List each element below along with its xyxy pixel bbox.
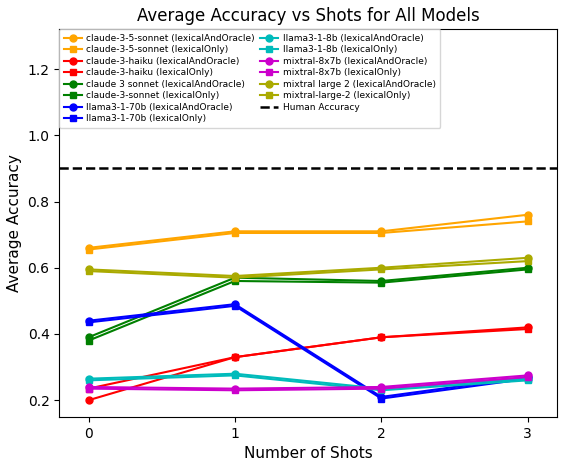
X-axis label: Number of Shots: Number of Shots [244,446,372,461]
claude-3-5-sonnet (lexicalOnly) [232,230,239,236]
claude-3-sonnet (lexicalOnly) [232,278,239,284]
mixtral-8x7b (lexicalOnly) [232,388,239,393]
Human Accuracy [232,166,239,171]
Line: claude-3-haiku (lexicalOnly): claude-3-haiku (lexicalOnly) [85,326,531,392]
mixtral-large-2 (lexicalOnly) [378,267,385,272]
mixtral-8x7b (lexicalOnly) [378,386,385,391]
llama3-1-8b (lexicalOnly) [378,388,385,393]
Line: llama3-1-70b (lexicalOnly): llama3-1-70b (lexicalOnly) [85,302,531,402]
llama3-1-70b (lexicalAndOracle) [232,301,239,307]
Human Accuracy [85,166,92,171]
Line: claude-3-sonnet (lexicalOnly): claude-3-sonnet (lexicalOnly) [85,266,531,344]
claude 3 sonnet (lexicalAndOracle) [232,275,239,280]
llama3-1-70b (lexicalOnly) [85,320,92,325]
claude-3-sonnet (lexicalOnly) [525,267,531,272]
Line: llama3-1-8b (lexicalAndOracle): llama3-1-8b (lexicalAndOracle) [85,370,531,392]
llama3-1-8b (lexicalAndOracle) [378,386,385,391]
Line: claude 3 sonnet (lexicalAndOracle): claude 3 sonnet (lexicalAndOracle) [85,264,531,341]
claude 3 sonnet (lexicalAndOracle) [85,335,92,340]
mixtral-large-2 (lexicalOnly) [525,258,531,264]
mixtral-large-2 (lexicalOnly) [85,268,92,274]
claude-3-haiku (lexicalOnly) [232,354,239,360]
claude-3-5-sonnet (lexicalAndOracle) [378,228,385,234]
llama3-1-70b (lexicalOnly) [525,376,531,381]
mixtral large 2 (lexicalAndOracle) [378,265,385,271]
claude-3-5-sonnet (lexicalOnly) [378,230,385,236]
Y-axis label: Average Accuracy: Average Accuracy [7,154,22,292]
Line: mixtral-large-2 (lexicalOnly): mixtral-large-2 (lexicalOnly) [85,258,531,281]
llama3-1-70b (lexicalOnly) [378,396,385,402]
Line: mixtral large 2 (lexicalAndOracle): mixtral large 2 (lexicalAndOracle) [85,254,531,279]
claude-3-haiku (lexicalOnly) [85,386,92,391]
llama3-1-8b (lexicalOnly) [525,378,531,383]
Line: llama3-1-8b (lexicalOnly): llama3-1-8b (lexicalOnly) [85,372,531,394]
mixtral large 2 (lexicalAndOracle) [525,255,531,261]
Title: Average Accuracy vs Shots for All Models: Average Accuracy vs Shots for All Models [136,7,479,25]
mixtral-8x7b (lexicalAndOracle) [85,384,92,390]
claude-3-sonnet (lexicalOnly) [378,280,385,285]
mixtral large 2 (lexicalAndOracle) [85,267,92,272]
claude 3 sonnet (lexicalAndOracle) [378,278,385,284]
llama3-1-8b (lexicalAndOracle) [525,376,531,381]
llama3-1-8b (lexicalOnly) [232,373,239,378]
mixtral-8x7b (lexicalOnly) [85,386,92,391]
llama3-1-70b (lexicalAndOracle) [525,374,531,380]
Line: llama3-1-70b (lexicalAndOracle): llama3-1-70b (lexicalAndOracle) [85,301,531,401]
Line: claude-3-5-sonnet (lexicalAndOracle): claude-3-5-sonnet (lexicalAndOracle) [85,211,531,251]
Line: mixtral-8x7b (lexicalOnly): mixtral-8x7b (lexicalOnly) [85,373,531,394]
mixtral large 2 (lexicalAndOracle) [232,273,239,279]
claude-3-haiku (lexicalAndOracle) [378,335,385,340]
claude-3-5-sonnet (lexicalOnly) [525,219,531,224]
claude-3-haiku (lexicalOnly) [378,335,385,340]
mixtral-8x7b (lexicalAndOracle) [378,384,385,390]
mixtral-8x7b (lexicalAndOracle) [525,373,531,378]
llama3-1-70b (lexicalAndOracle) [85,318,92,323]
claude-3-5-sonnet (lexicalAndOracle) [525,212,531,218]
mixtral-8x7b (lexicalOnly) [525,374,531,380]
claude-3-haiku (lexicalAndOracle) [232,354,239,360]
mixtral-large-2 (lexicalOnly) [232,275,239,280]
llama3-1-8b (lexicalAndOracle) [232,371,239,377]
claude 3 sonnet (lexicalAndOracle) [525,265,531,271]
claude-3-haiku (lexicalOnly) [525,326,531,332]
llama3-1-8b (lexicalAndOracle) [85,376,92,381]
claude-3-5-sonnet (lexicalAndOracle) [232,228,239,234]
claude-3-sonnet (lexicalOnly) [85,338,92,344]
claude-3-haiku (lexicalAndOracle) [85,397,92,403]
llama3-1-70b (lexicalAndOracle) [378,394,385,400]
claude-3-5-sonnet (lexicalOnly) [85,247,92,252]
Legend: claude-3-5-sonnet (lexicalAndOracle), claude-3-5-sonnet (lexicalOnly), claude-3-: claude-3-5-sonnet (lexicalAndOracle), cl… [59,29,440,128]
mixtral-8x7b (lexicalAndOracle) [232,386,239,391]
claude-3-haiku (lexicalAndOracle) [525,324,531,330]
llama3-1-70b (lexicalOnly) [232,303,239,308]
Line: claude-3-haiku (lexicalAndOracle): claude-3-haiku (lexicalAndOracle) [85,324,531,404]
Line: claude-3-5-sonnet (lexicalOnly): claude-3-5-sonnet (lexicalOnly) [85,218,531,253]
llama3-1-8b (lexicalOnly) [85,378,92,383]
Line: mixtral-8x7b (lexicalAndOracle): mixtral-8x7b (lexicalAndOracle) [85,372,531,392]
claude-3-5-sonnet (lexicalAndOracle) [85,245,92,251]
